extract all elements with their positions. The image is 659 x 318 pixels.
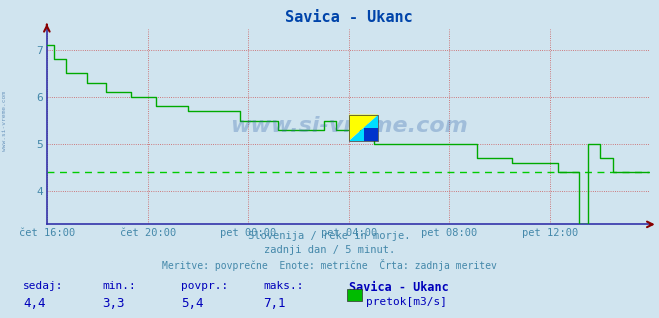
Text: 4,4: 4,4 bbox=[23, 297, 45, 310]
Text: pretok[m3/s]: pretok[m3/s] bbox=[366, 297, 447, 307]
Text: min.:: min.: bbox=[102, 281, 136, 291]
Text: 7,1: 7,1 bbox=[264, 297, 286, 310]
Polygon shape bbox=[349, 114, 378, 141]
Text: zadnji dan / 5 minut.: zadnji dan / 5 minut. bbox=[264, 245, 395, 255]
Text: Savica - Ukanc: Savica - Ukanc bbox=[349, 281, 449, 294]
Title: Savica - Ukanc: Savica - Ukanc bbox=[285, 10, 413, 25]
Text: maks.:: maks.: bbox=[264, 281, 304, 291]
Polygon shape bbox=[349, 114, 378, 141]
Text: 3,3: 3,3 bbox=[102, 297, 125, 310]
Text: sedaj:: sedaj: bbox=[23, 281, 63, 291]
Text: www.si-vreme.com: www.si-vreme.com bbox=[2, 91, 7, 151]
Text: povpr.:: povpr.: bbox=[181, 281, 229, 291]
Text: www.si-vreme.com: www.si-vreme.com bbox=[230, 116, 468, 136]
Bar bbox=[349, 114, 378, 141]
Text: 5,4: 5,4 bbox=[181, 297, 204, 310]
Text: Slovenija / reke in morje.: Slovenija / reke in morje. bbox=[248, 231, 411, 240]
Text: Meritve: povprečne  Enote: metrične  Črta: zadnja meritev: Meritve: povprečne Enote: metrične Črta:… bbox=[162, 259, 497, 271]
Bar bbox=[364, 128, 378, 141]
